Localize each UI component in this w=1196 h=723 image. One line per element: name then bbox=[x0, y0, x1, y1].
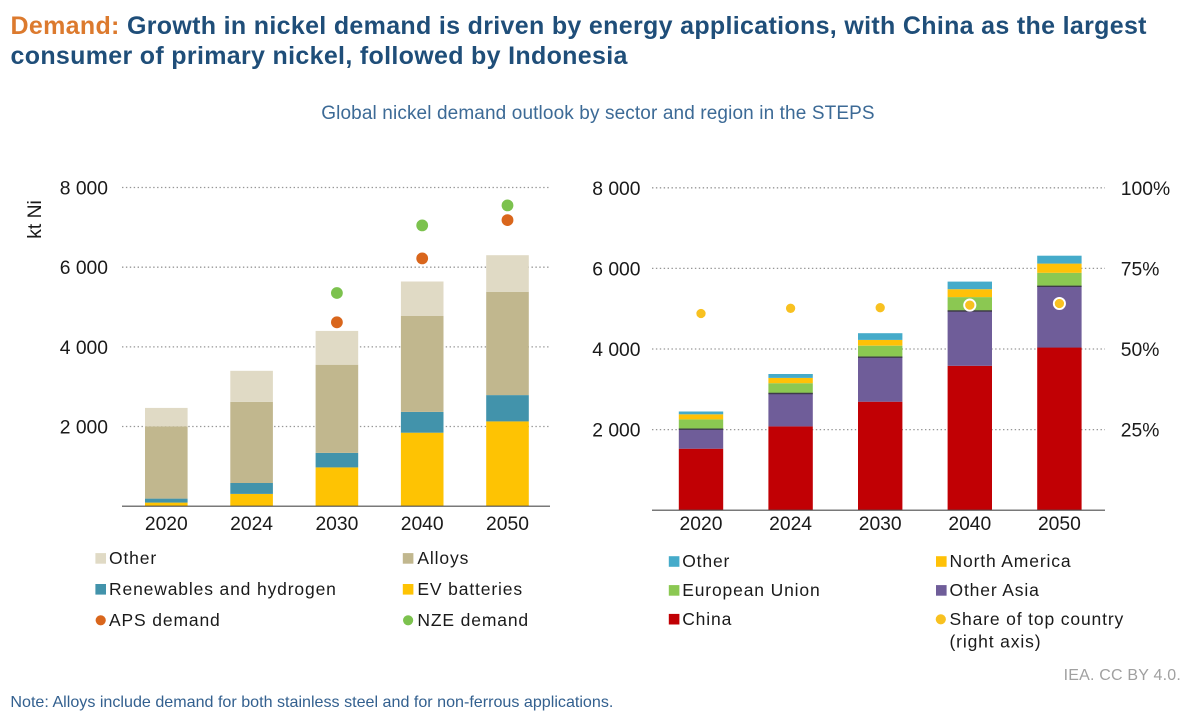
svg-text:2050: 2050 bbox=[486, 514, 529, 535]
svg-text:75%: 75% bbox=[1121, 259, 1160, 280]
svg-text:2024: 2024 bbox=[769, 514, 812, 535]
svg-text:Share of top country: Share of top country bbox=[950, 609, 1125, 629]
svg-text:China: China bbox=[682, 609, 732, 629]
svg-text:kt Ni: kt Ni bbox=[25, 200, 46, 239]
svg-text:NZE demand: NZE demand bbox=[417, 610, 529, 630]
svg-text:Alloys: Alloys bbox=[417, 548, 469, 568]
svg-text:8 000: 8 000 bbox=[60, 179, 108, 200]
svg-text:4 000: 4 000 bbox=[592, 340, 640, 361]
svg-text:European Union: European Union bbox=[682, 580, 820, 600]
svg-text:100%: 100% bbox=[1121, 179, 1170, 200]
svg-text:North America: North America bbox=[950, 551, 1072, 571]
svg-text:2020: 2020 bbox=[680, 514, 723, 535]
svg-text:Other: Other bbox=[682, 551, 730, 571]
svg-text:2050: 2050 bbox=[1038, 514, 1081, 535]
svg-text:APS demand: APS demand bbox=[109, 610, 221, 630]
svg-text:2030: 2030 bbox=[859, 514, 902, 535]
svg-text:6 000: 6 000 bbox=[592, 259, 640, 280]
svg-text:2020: 2020 bbox=[145, 514, 188, 535]
svg-text:6 000: 6 000 bbox=[60, 258, 108, 279]
svg-text:8 000: 8 000 bbox=[592, 179, 640, 200]
svg-text:50%: 50% bbox=[1121, 340, 1160, 361]
svg-text:Other Asia: Other Asia bbox=[950, 580, 1040, 600]
svg-text:Other: Other bbox=[109, 548, 157, 568]
svg-text:2 000: 2 000 bbox=[592, 421, 640, 442]
svg-text:2024: 2024 bbox=[230, 514, 273, 535]
svg-text:Renewables and hydrogen: Renewables and hydrogen bbox=[109, 579, 337, 599]
svg-text:2040: 2040 bbox=[401, 514, 444, 535]
svg-text:2 000: 2 000 bbox=[60, 418, 108, 439]
svg-text:(right axis): (right axis) bbox=[950, 631, 1042, 651]
svg-text:4 000: 4 000 bbox=[60, 338, 108, 359]
svg-text:EV batteries: EV batteries bbox=[417, 579, 523, 599]
svg-text:IEA. CC BY 4.0.: IEA. CC BY 4.0. bbox=[1064, 667, 1181, 684]
svg-text:25%: 25% bbox=[1121, 421, 1160, 442]
svg-text:2040: 2040 bbox=[948, 514, 991, 535]
svg-text:2030: 2030 bbox=[315, 514, 358, 535]
